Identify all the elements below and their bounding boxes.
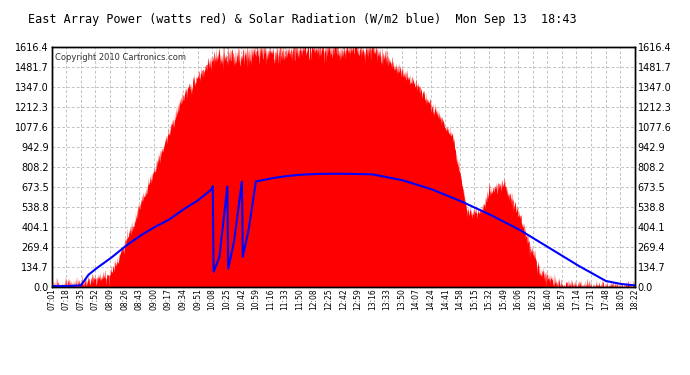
Text: East Array Power (watts red) & Solar Radiation (W/m2 blue)  Mon Sep 13  18:43: East Array Power (watts red) & Solar Rad… — [28, 13, 576, 26]
Text: Copyright 2010 Cartronics.com: Copyright 2010 Cartronics.com — [55, 53, 186, 62]
